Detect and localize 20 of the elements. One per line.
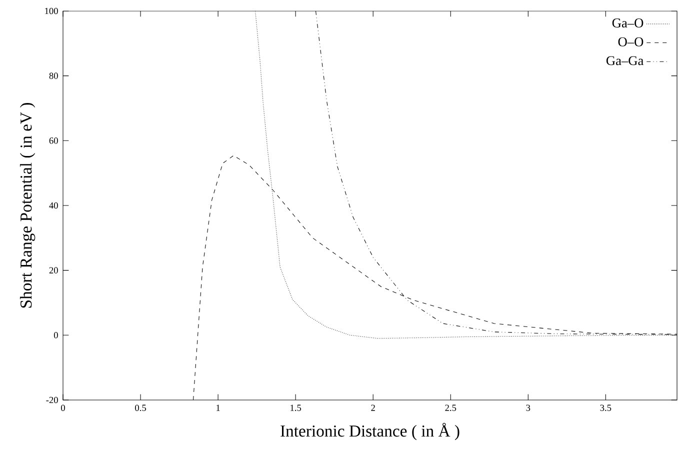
y-tick-label: 80	[49, 72, 58, 79]
x-tick-label: 0	[61, 404, 65, 411]
x-tick-label: 3	[526, 404, 530, 411]
y-axis-title: Short Range Potential ( in eV )	[20, 103, 36, 308]
x-tick-label: 2	[371, 404, 375, 411]
y-tick-label: 0	[54, 332, 58, 338]
x-tick-label: 2.5	[445, 404, 456, 411]
x-tick-label: 3.5	[600, 404, 612, 411]
y-tick-label: 100	[45, 8, 58, 14]
legend-label: Ga–O	[612, 18, 644, 28]
y-tick-label: 20	[49, 267, 58, 274]
y-tick-label: -20	[46, 396, 58, 404]
legend-label: Ga–Ga	[606, 56, 644, 66]
x-axis-title: Interionic Distance ( in Å )	[280, 422, 460, 440]
y-tick-label: 60	[49, 138, 58, 144]
legend-label: O–O	[618, 37, 644, 46]
x-tick-label: 1.5	[290, 404, 302, 411]
y-tick-label: 40	[49, 202, 58, 209]
x-tick-label: 1	[216, 404, 220, 411]
x-tick-label: 0.5	[135, 404, 146, 412]
